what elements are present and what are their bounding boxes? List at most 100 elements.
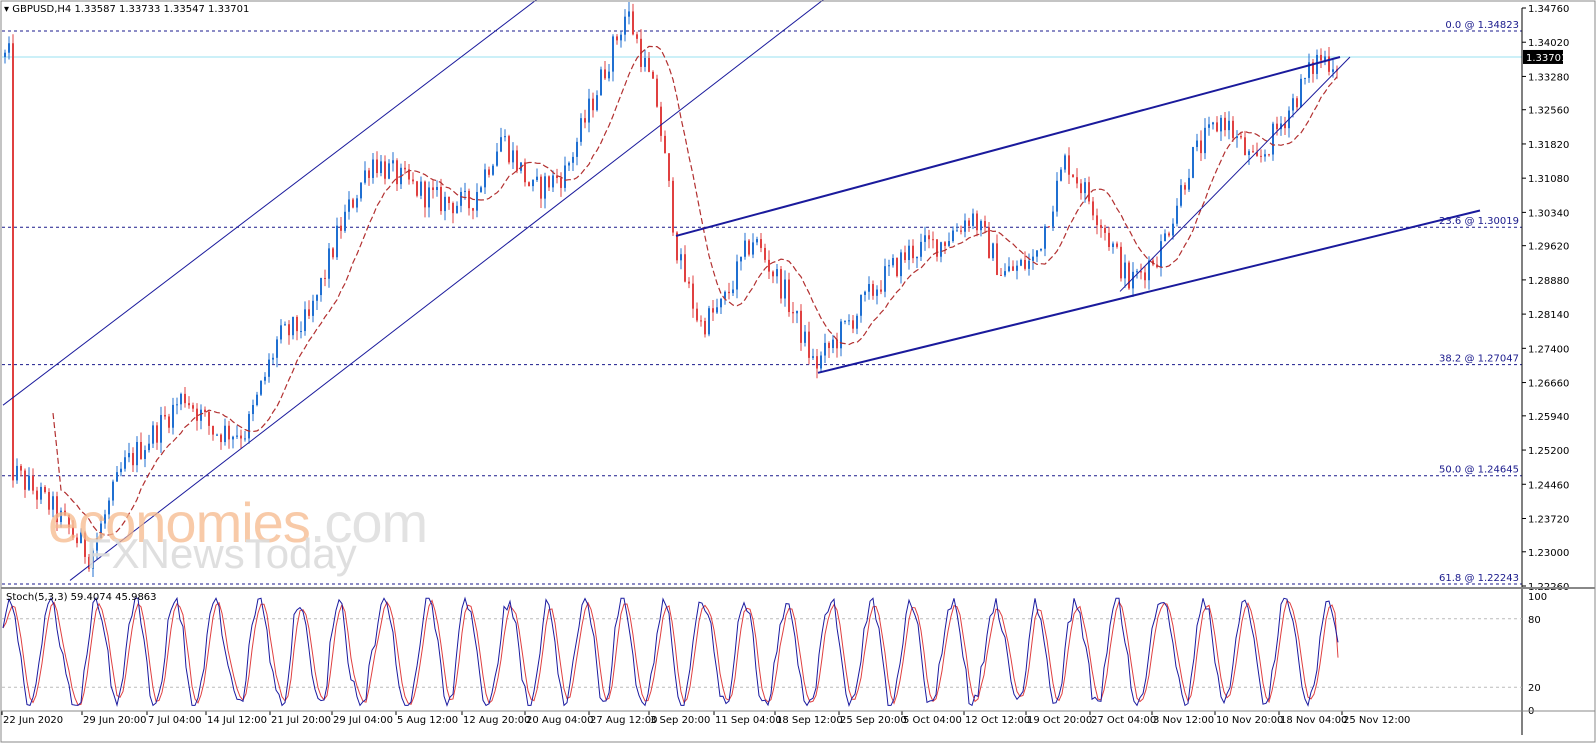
candle-body bbox=[408, 169, 410, 180]
candle-body bbox=[1048, 226, 1050, 228]
y-tick-label: 1.34760 bbox=[1528, 4, 1569, 15]
x-tick-label: 29 Jul 04:00 bbox=[333, 715, 393, 726]
x-tick-label: 7 Jul 04:00 bbox=[148, 715, 202, 726]
candle-body bbox=[760, 239, 762, 248]
candle-body bbox=[860, 294, 862, 316]
candle-body bbox=[708, 308, 710, 335]
candle-body bbox=[796, 310, 798, 314]
candle-body bbox=[1220, 117, 1222, 132]
stoch-tick-label: 20 bbox=[1528, 683, 1541, 694]
candle-body bbox=[328, 248, 330, 279]
candle-body bbox=[1248, 151, 1250, 156]
candle-body bbox=[532, 180, 534, 187]
x-tick-label: 27 Oct 04:00 bbox=[1091, 715, 1156, 726]
candle-body bbox=[152, 425, 154, 444]
candle-body bbox=[552, 175, 554, 188]
candle-body bbox=[164, 414, 166, 417]
candle-body bbox=[1032, 256, 1034, 261]
candle-body bbox=[148, 443, 150, 451]
candle-body bbox=[1292, 98, 1294, 111]
fib-label-4: 61.8 @ 1.22243 bbox=[1439, 573, 1519, 584]
candle-body bbox=[516, 150, 518, 171]
candle-body bbox=[1148, 260, 1150, 281]
candle-body bbox=[156, 425, 158, 443]
candle-body bbox=[256, 394, 258, 406]
price-tag-box bbox=[1523, 49, 1563, 64]
candle-body bbox=[600, 69, 602, 96]
candle-body bbox=[112, 481, 114, 501]
candle-body bbox=[452, 203, 454, 214]
candle-body bbox=[324, 277, 326, 279]
candle-body bbox=[116, 472, 118, 482]
candle-body bbox=[1196, 140, 1198, 148]
short-term-support-line bbox=[1119, 56, 1351, 292]
candle-body bbox=[300, 331, 302, 333]
y-tick-label: 1.28140 bbox=[1528, 310, 1569, 321]
candle-body bbox=[60, 510, 62, 523]
candle-body bbox=[128, 453, 130, 458]
x-tick-label: 29 Jun 20:00 bbox=[83, 715, 147, 726]
candle-body bbox=[508, 136, 510, 163]
candle-body bbox=[320, 277, 322, 296]
candle-body bbox=[892, 258, 894, 266]
candle-body bbox=[1116, 243, 1118, 247]
candle-body bbox=[104, 514, 106, 524]
candle-body bbox=[132, 453, 134, 466]
candle-body bbox=[304, 309, 306, 332]
candle-body bbox=[1164, 233, 1166, 242]
x-tick-label: 27 Aug 12:00 bbox=[590, 715, 657, 726]
candle-body bbox=[64, 510, 66, 516]
candle-body bbox=[1244, 137, 1246, 156]
fib-label-2: 38.2 @ 1.27047 bbox=[1439, 354, 1519, 365]
candle-body bbox=[28, 475, 30, 490]
candle-body bbox=[788, 279, 790, 313]
candle-body bbox=[96, 538, 98, 551]
candle-body bbox=[896, 258, 898, 277]
candle-body bbox=[836, 339, 838, 349]
candle-body bbox=[268, 359, 270, 377]
candle-body bbox=[1200, 140, 1202, 154]
candle-body bbox=[1312, 62, 1314, 74]
candle-body bbox=[1096, 215, 1098, 226]
symbol-header: ▾ GBPUSD,H4 1.33587 1.33733 1.33547 1.33… bbox=[4, 4, 249, 15]
candle-body bbox=[232, 436, 234, 440]
candle-body bbox=[16, 465, 18, 481]
candle-body bbox=[248, 414, 250, 439]
candle-body bbox=[608, 71, 610, 79]
candle-body bbox=[672, 180, 674, 233]
candle-body bbox=[828, 342, 830, 349]
candle-body bbox=[804, 331, 806, 343]
candle-body bbox=[160, 414, 162, 443]
candle-body bbox=[136, 441, 138, 466]
candle-body bbox=[1132, 271, 1134, 289]
lower-channel-top bbox=[675, 56, 1341, 237]
candle-body bbox=[428, 187, 430, 208]
x-tick-label: 21 Jul 20:00 bbox=[271, 715, 331, 726]
candle-body bbox=[984, 221, 986, 228]
candle-body bbox=[1120, 246, 1122, 279]
candle-body bbox=[1060, 169, 1062, 181]
candle-body bbox=[1064, 155, 1066, 170]
candle-body bbox=[1080, 183, 1082, 194]
candle-body bbox=[784, 279, 786, 299]
candle-body bbox=[332, 248, 334, 258]
candle-body bbox=[1124, 262, 1126, 279]
candle-body bbox=[688, 281, 690, 284]
candle-body bbox=[348, 199, 350, 212]
candle-body bbox=[1264, 154, 1266, 157]
x-tick-label: 12 Aug 20:00 bbox=[463, 715, 530, 726]
candle-body bbox=[1028, 260, 1030, 269]
y-tick-label: 1.32560 bbox=[1528, 106, 1569, 117]
candle-body bbox=[1296, 98, 1298, 108]
candle-body bbox=[1228, 120, 1230, 131]
candle-body bbox=[1044, 226, 1046, 249]
candle-body bbox=[964, 220, 966, 232]
candle-body bbox=[336, 225, 338, 258]
candle-body bbox=[864, 291, 866, 295]
candle-body bbox=[536, 176, 538, 181]
candle-body bbox=[604, 69, 606, 79]
candle-body bbox=[504, 136, 506, 138]
candle-body bbox=[1324, 56, 1326, 61]
candle-body bbox=[80, 532, 82, 544]
